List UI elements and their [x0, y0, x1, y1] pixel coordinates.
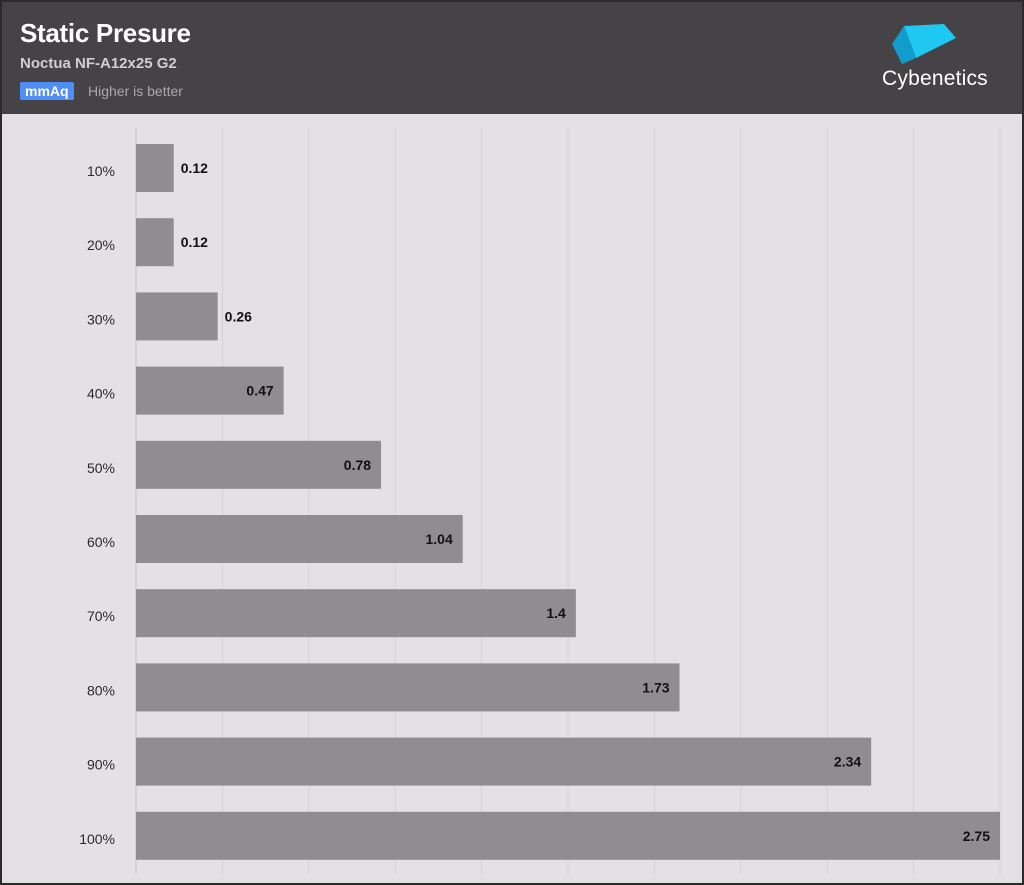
value-label: 0.47: [246, 383, 273, 399]
value-label: 0.78: [344, 457, 371, 473]
category-label: 100%: [79, 831, 115, 847]
bar-chart: 0.120.120.260.470.781.041.41.732.342.75 …: [79, 128, 1001, 874]
category-label: 20%: [87, 237, 115, 253]
unit-badge: mmAq: [20, 82, 74, 100]
value-label: 2.34: [834, 754, 861, 770]
bars-group: [136, 144, 1000, 860]
chart-header: Static Presure Noctua NF-A12x25 G2 mmAq …: [2, 2, 1022, 114]
chart-subtitle: Noctua NF-A12x25 G2: [20, 55, 177, 72]
value-label: 1.04: [425, 531, 452, 547]
category-label: 30%: [87, 311, 115, 327]
bar-80pct: [136, 663, 680, 712]
value-labels: 0.12 0.12 0.26 0.47 0.78 1.04 1.4 1.73 2.34 2.75: [181, 160, 991, 844]
bar-70pct: [136, 589, 576, 638]
category-labels: 10% 20% 30% 40% 50% 60% 70% 80% 90% 100%: [79, 163, 115, 847]
value-label: 0.26: [225, 308, 252, 324]
bar-50pct: [136, 440, 382, 489]
category-label: 70%: [87, 608, 115, 624]
bar-90pct: [136, 737, 872, 786]
category-label: 90%: [87, 757, 115, 773]
bar-100pct: [136, 811, 1000, 860]
category-label: 40%: [87, 386, 115, 402]
category-label: 60%: [87, 534, 115, 550]
cube-logo-icon: [892, 24, 956, 64]
cybenetics-logo: Cybenetics: [882, 20, 1002, 100]
category-label: 80%: [87, 682, 115, 698]
category-label: 50%: [87, 460, 115, 476]
category-label: 10%: [87, 163, 115, 179]
bar-30pct: [136, 292, 218, 341]
logo-text: Cybenetics: [882, 67, 988, 90]
chart-title: Static Presure: [20, 18, 191, 48]
value-label: 1.4: [546, 605, 566, 621]
bar-60pct: [136, 515, 463, 563]
bar-20pct: [136, 218, 174, 267]
bar-10pct: [136, 144, 174, 192]
value-label: 1.73: [642, 679, 669, 695]
value-label: 2.75: [963, 828, 990, 844]
bar-40pct: [136, 366, 284, 415]
value-label: 0.12: [181, 234, 208, 250]
higher-is-better-note: Higher is better: [88, 83, 183, 99]
value-label: 0.12: [181, 160, 208, 176]
